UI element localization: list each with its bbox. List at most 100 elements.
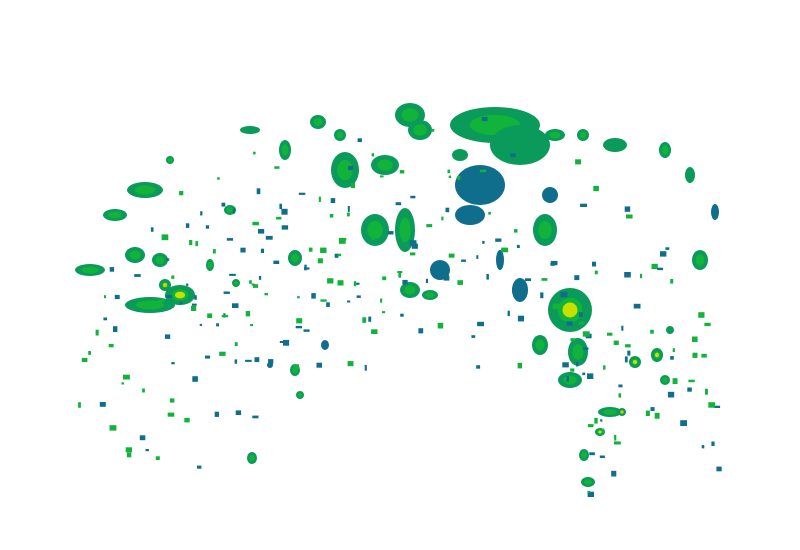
- echo-speckle: [448, 253, 455, 258]
- echo-cell: [579, 131, 587, 139]
- echo-speckle: [541, 278, 548, 281]
- echo-speckle: [341, 170, 344, 175]
- echo-speckle: [252, 284, 259, 288]
- echo-speckle: [253, 151, 256, 155]
- echo-speckle: [587, 490, 591, 493]
- echo-speckle: [200, 211, 203, 216]
- echo-cell: [404, 285, 416, 295]
- echo-speckle: [640, 273, 643, 279]
- echo-speckle: [205, 355, 211, 359]
- echo-cell: [512, 278, 528, 302]
- echo-cell: [598, 430, 602, 434]
- echo-speckle: [251, 283, 255, 286]
- echo-speckle: [330, 198, 336, 204]
- echo-speckle: [380, 298, 383, 303]
- echo-speckle: [566, 321, 573, 326]
- echo-speckle: [569, 319, 572, 322]
- echo-cell: [134, 185, 156, 195]
- echo-speckle: [357, 138, 362, 143]
- echo-speckle: [252, 221, 259, 226]
- echo-speckle: [123, 374, 130, 380]
- echo-cell: [603, 409, 617, 415]
- echo-speckle: [371, 153, 374, 157]
- echo-speckle: [601, 428, 605, 433]
- echo-speckle: [268, 359, 274, 364]
- echo-speckle: [121, 382, 124, 385]
- echo-speckle: [81, 357, 88, 362]
- echo-speckle: [346, 212, 350, 217]
- echo-speckle: [337, 253, 342, 257]
- echo-speckle: [329, 214, 334, 218]
- echo-speckle: [171, 275, 175, 279]
- echo-cell: [155, 256, 165, 264]
- echo-speckle: [171, 362, 175, 365]
- echo-speckle: [216, 323, 219, 327]
- echo-speckle: [370, 224, 377, 228]
- echo-speckle: [185, 223, 190, 228]
- echo-speckle: [334, 253, 339, 258]
- echo-speckle: [167, 412, 175, 417]
- echo-speckle: [431, 129, 435, 132]
- echo-speckle: [297, 296, 300, 299]
- echo-speckle: [338, 237, 346, 244]
- echo-speckle: [387, 231, 394, 235]
- echo-speckle: [582, 347, 589, 350]
- echo-cell: [584, 479, 592, 485]
- echo-speckle: [279, 341, 283, 343]
- echo-speckle: [95, 329, 99, 336]
- echo-speckle: [223, 291, 230, 294]
- echo-speckle: [264, 293, 268, 296]
- echo-speckle: [368, 316, 372, 322]
- echo-cell: [605, 139, 625, 151]
- echo-speckle: [418, 328, 424, 334]
- echo-speckle: [109, 267, 115, 272]
- echo-cell: [425, 292, 435, 298]
- echo-speckle: [698, 312, 705, 318]
- echo-cell: [549, 131, 561, 139]
- echo-speckle: [308, 247, 313, 252]
- echo-cell: [455, 165, 505, 205]
- echo-speckle: [192, 303, 197, 306]
- echo-cell: [453, 150, 467, 160]
- echo-speckle: [316, 362, 322, 368]
- echo-cell: [167, 157, 173, 163]
- echo-speckle: [296, 318, 303, 324]
- echo-speckle: [708, 402, 716, 408]
- echo-speckle: [711, 441, 715, 446]
- echo-speckle: [477, 321, 484, 327]
- echo-speckle: [607, 332, 613, 336]
- echo-speckle: [437, 322, 444, 329]
- echo-speckle: [705, 388, 708, 395]
- echo-speckle: [114, 294, 120, 300]
- echo-cell: [136, 300, 164, 310]
- echo-speckle: [350, 183, 355, 189]
- echo-speckle: [633, 303, 641, 309]
- echo-speckle: [279, 203, 282, 209]
- echo-speckle: [488, 211, 491, 215]
- echo-cell: [711, 204, 719, 220]
- echo-speckle: [99, 402, 106, 407]
- echo-cell: [401, 108, 419, 122]
- echo-speckle: [476, 365, 481, 369]
- echo-speckle: [207, 313, 213, 319]
- echo-speckle: [165, 295, 173, 298]
- echo-speckle: [161, 234, 169, 241]
- echo-speckle: [327, 278, 334, 284]
- echo-speckle: [670, 279, 674, 284]
- echo-speckle: [249, 280, 252, 284]
- echo-speckle: [716, 466, 722, 472]
- echo-speckle: [293, 364, 299, 370]
- echo-speckle: [191, 305, 197, 311]
- echo-speckle: [320, 299, 327, 302]
- echo-speckle: [362, 317, 367, 323]
- echo-speckle: [650, 407, 655, 411]
- echo-speckle: [317, 258, 323, 264]
- echo-speckle: [501, 247, 509, 253]
- echo-cell: [430, 260, 450, 280]
- echo-speckle: [672, 348, 675, 353]
- echo-speckle: [229, 273, 236, 276]
- echo-speckle: [234, 359, 238, 364]
- echo-cell: [563, 375, 577, 385]
- echo-cell: [207, 261, 213, 269]
- echo-speckle: [186, 283, 189, 286]
